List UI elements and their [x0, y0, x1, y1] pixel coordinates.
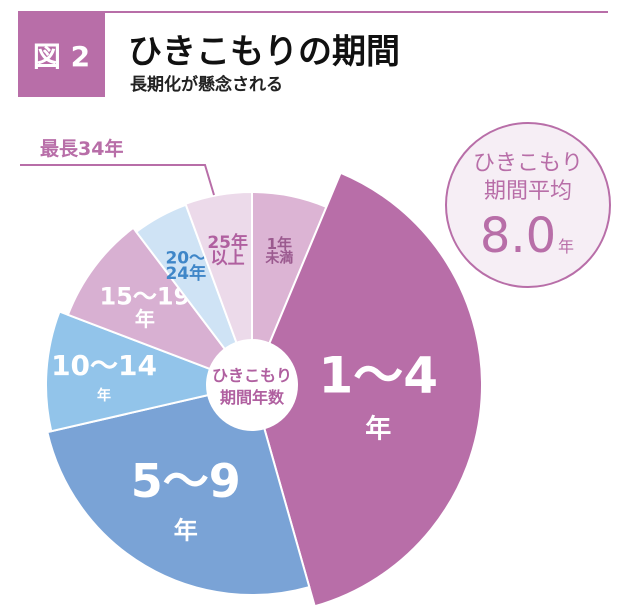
pie-slice: [66, 226, 255, 388]
center-label: 期間年数: [220, 388, 285, 407]
slice-label: 10〜14 年: [51, 349, 157, 404]
subtitle: 長期化が懸念される: [130, 75, 283, 95]
slice-label-text: 1〜4: [318, 347, 438, 405]
header-rule: [18, 11, 608, 13]
pie-slice: [184, 190, 253, 386]
center-hole: [206, 339, 298, 431]
page-title: ひきこもりの期間: [128, 32, 400, 72]
slice-label-text: 年: [97, 387, 111, 404]
slice-label-text: 年: [365, 414, 391, 445]
average-value: 8.0: [480, 208, 556, 264]
figure-badge: 図 2: [18, 12, 105, 97]
average-badge: [445, 122, 611, 288]
average-label: ひきこもり: [473, 151, 583, 176]
slice-label: 20〜24年: [165, 249, 206, 284]
slice-label-text: 未満: [265, 249, 293, 266]
slice-label-text: 5〜9: [131, 454, 241, 508]
pie-slice: [45, 310, 256, 433]
slice-label-text: 1年: [267, 235, 292, 253]
slice-label-text: 15〜19: [99, 283, 190, 311]
pie-slice: [46, 383, 311, 596]
slice-label: 5〜9 年: [131, 454, 241, 544]
annotation-leader: [20, 164, 215, 196]
slice-label: 1〜4 年: [318, 347, 438, 445]
average-unit: 年: [558, 237, 574, 256]
slice-label-text: 年: [174, 516, 198, 544]
slice-label-text: 以上: [211, 248, 245, 268]
slice-label-text: 25年: [207, 232, 248, 253]
pie-slice: [250, 171, 483, 608]
slice-label-text: 24年: [165, 263, 206, 284]
slice-label-text: 10〜14: [51, 349, 157, 382]
average-label: 期間平均: [484, 179, 572, 204]
annotation-text: 最長34年: [40, 137, 123, 160]
slice-label-text: 年: [135, 307, 155, 331]
slice-label: 15〜19年: [99, 283, 190, 332]
slice-label-text: 20〜: [165, 249, 206, 269]
center-label: ひきこもり: [212, 366, 292, 385]
